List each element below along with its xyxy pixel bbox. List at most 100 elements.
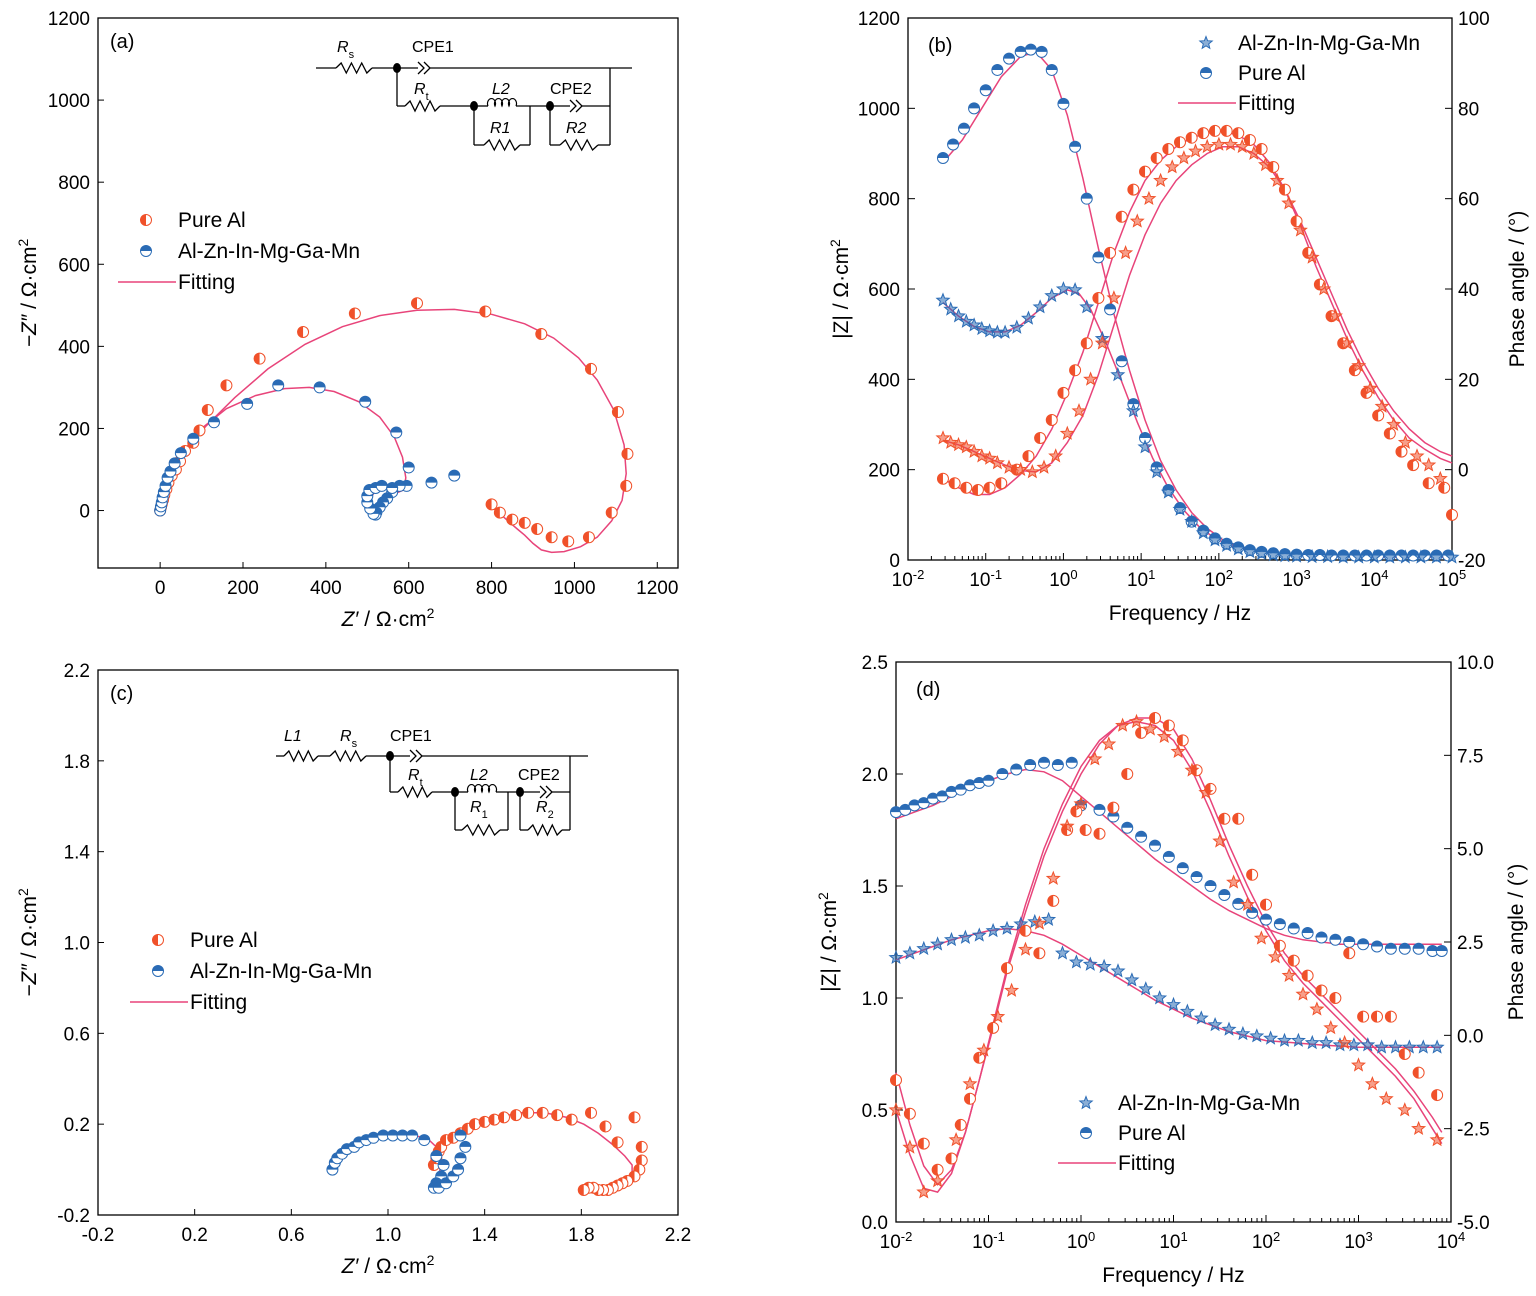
y2-tick-label: 20 <box>1458 370 1479 391</box>
circuit-label-r1: R1 <box>490 120 510 137</box>
y2-tick-label: 60 <box>1458 190 1479 211</box>
resistor-symbol <box>527 823 563 837</box>
data-point <box>1276 1032 1293 1047</box>
panel-label: (c) <box>110 683 133 705</box>
x-tick-label: 1.0 <box>375 1225 401 1246</box>
x-tick-label: 10-1 <box>969 567 1002 592</box>
data-point <box>498 1111 510 1124</box>
x-tick-label: 1000 <box>553 578 595 599</box>
data-point <box>958 313 974 328</box>
data-point <box>1366 549 1382 564</box>
y2-tick-label: 0.0 <box>1457 1026 1483 1047</box>
data-point <box>390 426 403 439</box>
data-point <box>427 1159 440 1172</box>
data-point <box>1149 712 1161 724</box>
data-point <box>577 1184 590 1197</box>
y2-tick-label: 10.0 <box>1457 653 1494 674</box>
data-point <box>943 931 960 947</box>
data-point <box>1017 941 1034 956</box>
data-point <box>997 324 1013 339</box>
data-point <box>1407 459 1420 472</box>
data-point <box>1254 545 1270 560</box>
y2-tick-label: -20 <box>1458 551 1485 572</box>
data-point <box>1038 756 1050 769</box>
data-point <box>313 381 326 394</box>
data-point <box>1127 183 1140 196</box>
data-point <box>1422 477 1435 490</box>
data-point <box>241 397 254 410</box>
fit-line <box>942 130 1453 496</box>
data-point <box>935 430 951 445</box>
data-point <box>1087 751 1103 766</box>
data-point <box>452 1163 465 1176</box>
data-point <box>1185 131 1198 144</box>
data-point <box>1343 947 1356 960</box>
data-point <box>1009 319 1025 334</box>
y-tick-label: 1.0 <box>64 934 90 955</box>
x-tick-label: 103 <box>1344 1229 1372 1254</box>
data-point <box>396 1129 409 1142</box>
y2-tick-label: 5.0 <box>1457 840 1483 861</box>
data-point <box>930 1173 946 1188</box>
data-point <box>1246 906 1259 919</box>
data-point <box>1188 143 1204 158</box>
data-point <box>1101 736 1117 751</box>
data-point <box>1323 1020 1339 1035</box>
panel-label: (b) <box>928 35 952 57</box>
data-point <box>1020 310 1036 325</box>
x-axis-label: Z′ / Ω·cm2 <box>341 1252 435 1278</box>
data-point <box>425 476 438 489</box>
y-tick-label: 0 <box>79 502 90 523</box>
data-point <box>1044 287 1060 303</box>
data-point <box>974 448 990 463</box>
data-point <box>605 506 618 519</box>
data-point <box>999 920 1015 935</box>
data-point <box>1070 805 1083 818</box>
data-point <box>950 308 966 323</box>
data-point <box>1160 484 1176 499</box>
data-point <box>1232 812 1245 825</box>
data-point <box>1067 282 1083 297</box>
data-point <box>1407 549 1420 562</box>
legend-label: Fitting <box>178 271 235 294</box>
data-point <box>1082 956 1098 971</box>
data-point <box>168 457 181 470</box>
data-point <box>1207 1017 1223 1032</box>
data-point <box>1351 1057 1366 1072</box>
data-point <box>208 416 220 429</box>
data-point <box>1115 717 1131 732</box>
data-point <box>1243 133 1256 146</box>
cpe-symbol <box>409 749 423 763</box>
data-point <box>599 1120 612 1133</box>
x-axis-label: Frequency / Hz <box>1102 1264 1244 1287</box>
data-point <box>1118 244 1134 260</box>
data-point <box>1258 156 1274 172</box>
data-point <box>386 481 399 494</box>
panel-a: 0 200 400 600 800 1000 1200 0 200 400 600 800 1000 12… <box>15 9 679 631</box>
data-point <box>1421 457 1437 472</box>
data-point <box>536 1106 549 1119</box>
data-point <box>1315 984 1328 997</box>
data-point <box>459 1140 472 1153</box>
data-point <box>1313 549 1326 562</box>
data-point <box>1174 136 1186 149</box>
data-point <box>1069 364 1082 377</box>
x-tick-label: 0 <box>155 578 166 599</box>
data-point <box>927 792 939 805</box>
data-point <box>1014 45 1027 58</box>
x-tick-label: 10-2 <box>892 567 925 592</box>
legend-label: Pure Al <box>190 929 258 952</box>
data-point <box>1287 954 1300 967</box>
data-point <box>1032 299 1048 314</box>
data-point <box>1104 303 1117 316</box>
cpe-symbol <box>417 61 431 75</box>
data-point <box>935 292 951 307</box>
x-tick-label: 101 <box>1159 1229 1187 1254</box>
data-point <box>1165 996 1182 1012</box>
data-point <box>936 472 949 485</box>
data-point <box>1010 763 1023 776</box>
data-point <box>437 1159 450 1172</box>
data-point <box>964 1092 976 1105</box>
data-point <box>1273 918 1286 931</box>
data-point <box>1401 1039 1417 1054</box>
